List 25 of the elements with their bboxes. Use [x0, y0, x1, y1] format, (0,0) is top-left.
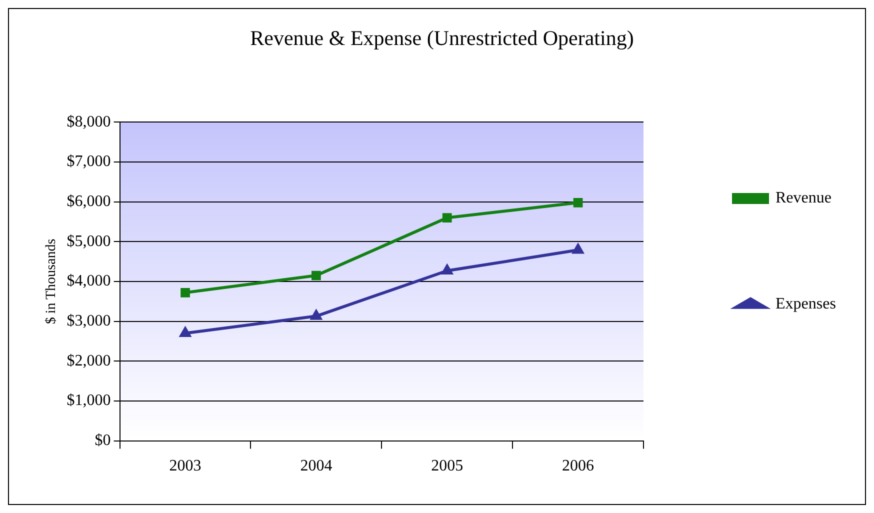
point [572, 244, 584, 254]
y-tick-label: $5,000 [66, 232, 111, 250]
legend-label: Expenses [776, 296, 836, 313]
x-tick-label: 2006 [562, 458, 594, 475]
point [310, 310, 322, 320]
y-tick-label: $0 [94, 432, 111, 450]
y-tick-label: $7,000 [66, 153, 111, 170]
point [180, 288, 190, 298]
y-tick-label: $1,000 [66, 392, 111, 410]
y-tick-label: $2,000 [66, 352, 111, 370]
y-tick-label: $8,000 [66, 113, 111, 130]
point [442, 213, 452, 222]
x-tick-label: 2004 [300, 458, 332, 475]
point [442, 264, 453, 274]
x-tick-label: 2005 [431, 458, 464, 475]
y-tick-label: $6,000 [66, 193, 111, 210]
point [573, 198, 583, 208]
point [312, 270, 321, 280]
chart-title: Revenue & Expense (Unrestricted Operating) [250, 26, 634, 50]
x-tick-label: 2003 [169, 458, 202, 475]
point [180, 327, 191, 338]
y-tick-label: $4,000 [66, 272, 111, 290]
y-tick-label: $3,000 [66, 312, 111, 330]
legend-label: Revenue [776, 190, 832, 207]
y-axis-title: $ in Thousands [44, 238, 60, 324]
